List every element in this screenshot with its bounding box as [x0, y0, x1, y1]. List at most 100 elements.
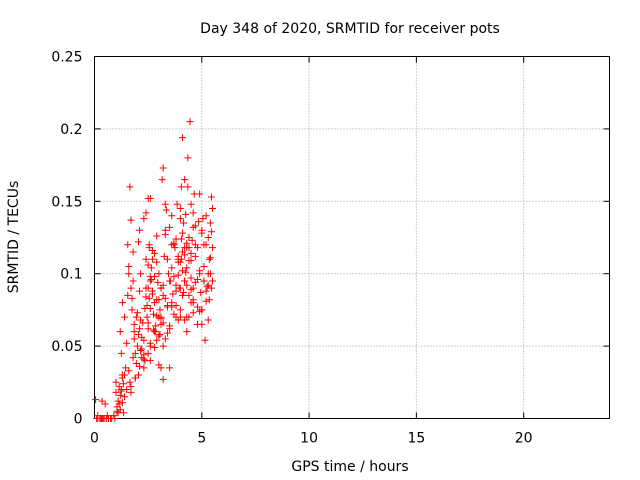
y-tick-label: 0.05 — [51, 339, 82, 355]
data-point — [198, 226, 206, 234]
data-point — [155, 296, 163, 304]
data-point — [168, 264, 176, 272]
data-point — [181, 244, 189, 252]
data-point — [127, 284, 135, 292]
data-point — [177, 235, 185, 243]
data-point — [132, 359, 140, 367]
data-point — [134, 371, 142, 379]
data-points — [92, 118, 217, 422]
data-point — [163, 329, 171, 337]
data-point — [129, 277, 137, 285]
data-point — [156, 306, 164, 314]
data-point — [209, 277, 217, 285]
data-point — [150, 326, 158, 334]
data-point — [205, 255, 213, 263]
data-point — [199, 215, 207, 223]
data-point — [129, 248, 137, 256]
data-point — [173, 200, 181, 208]
data-point — [136, 287, 144, 295]
data-point — [196, 270, 204, 278]
data-point — [166, 223, 174, 231]
x-tick-label: 0 — [90, 431, 99, 447]
data-point — [157, 364, 165, 372]
y-axis-label: SRMTID / TECUs — [6, 181, 22, 294]
data-point — [194, 275, 201, 283]
y-tick-label: 0.1 — [60, 267, 82, 283]
data-point — [126, 378, 134, 386]
data-point — [174, 271, 182, 279]
data-point — [185, 234, 193, 241]
data-point — [182, 210, 190, 218]
data-point — [116, 328, 124, 336]
data-point — [123, 386, 131, 394]
data-point — [146, 194, 154, 202]
y-tick-label: 0.25 — [51, 50, 82, 66]
grid — [94, 56, 610, 419]
data-point — [187, 200, 195, 208]
data-point — [136, 325, 144, 333]
data-point — [137, 346, 145, 354]
data-point — [171, 244, 179, 252]
data-point — [204, 281, 212, 289]
plot-frame — [94, 56, 610, 419]
x-tick-label: 15 — [407, 431, 425, 447]
data-point — [125, 367, 133, 375]
data-point — [144, 349, 152, 357]
data-point — [133, 309, 141, 317]
data-point — [145, 244, 153, 252]
data-point — [138, 333, 146, 341]
data-point — [202, 212, 210, 220]
data-point — [177, 183, 185, 191]
data-point — [144, 284, 152, 292]
data-point — [130, 335, 138, 343]
y-tick-label: 0.15 — [51, 194, 82, 210]
data-point — [140, 364, 148, 372]
data-point — [181, 251, 189, 259]
data-point — [170, 241, 178, 249]
data-point — [187, 299, 195, 307]
data-point — [184, 183, 192, 191]
x-tick-label: 20 — [515, 431, 533, 447]
data-point — [156, 331, 164, 339]
data-point — [132, 313, 140, 321]
data-point — [161, 335, 169, 343]
data-point — [121, 313, 129, 321]
data-point — [209, 244, 217, 252]
data-point — [142, 293, 150, 301]
data-point — [159, 164, 167, 172]
data-point — [177, 255, 185, 263]
data-point — [153, 312, 161, 320]
data-point — [166, 322, 174, 330]
data-point — [153, 336, 161, 344]
y-axis: 0 0.05 0.1 0.15 0.2 0.25 — [51, 50, 610, 428]
data-point — [181, 316, 189, 324]
data-point — [151, 328, 159, 336]
data-point — [125, 270, 133, 278]
data-point — [174, 316, 182, 324]
data-point — [176, 306, 184, 314]
data-point — [183, 239, 191, 247]
y-tick-label: 0 — [74, 412, 83, 428]
data-point — [204, 316, 212, 324]
data-point — [202, 287, 210, 295]
data-point — [183, 328, 191, 336]
data-point — [119, 409, 127, 417]
data-point — [207, 193, 215, 201]
data-point — [189, 209, 197, 217]
data-point — [110, 412, 118, 420]
data-point — [155, 332, 163, 340]
chart-title: Day 348 of 2020, SRMTID for receiver pot… — [200, 21, 500, 37]
data-point — [155, 270, 163, 278]
data-point — [162, 206, 170, 214]
data-point — [157, 315, 165, 323]
data-point — [148, 255, 156, 263]
data-point — [154, 278, 162, 286]
data-point — [191, 222, 199, 230]
data-point — [117, 349, 125, 357]
data-point — [146, 357, 154, 365]
data-point — [202, 297, 210, 305]
data-point — [111, 415, 119, 422]
data-point — [200, 277, 208, 285]
data-point — [205, 296, 213, 304]
